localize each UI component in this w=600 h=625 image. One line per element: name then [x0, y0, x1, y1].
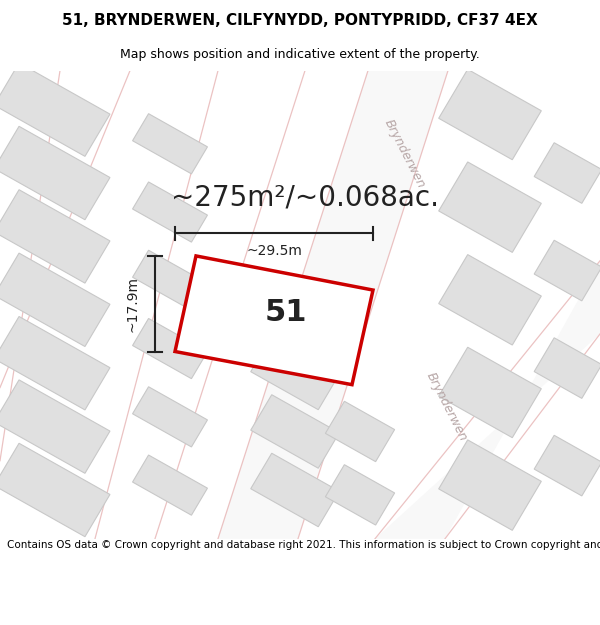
Polygon shape: [251, 453, 339, 527]
Polygon shape: [439, 440, 541, 531]
Polygon shape: [439, 162, 541, 252]
Polygon shape: [251, 395, 339, 468]
Polygon shape: [133, 114, 208, 174]
Polygon shape: [0, 380, 110, 473]
Polygon shape: [133, 319, 208, 379]
Polygon shape: [0, 190, 110, 283]
Polygon shape: [133, 182, 208, 242]
Polygon shape: [439, 254, 541, 345]
Text: ~17.9m: ~17.9m: [126, 276, 140, 332]
Text: ~29.5m: ~29.5m: [246, 244, 302, 258]
Polygon shape: [0, 63, 110, 156]
Polygon shape: [0, 126, 110, 220]
Polygon shape: [133, 387, 208, 447]
Text: 51, BRYNDERWEN, CILFYNYDD, PONTYPRIDD, CF37 4EX: 51, BRYNDERWEN, CILFYNYDD, PONTYPRIDD, C…: [62, 12, 538, 28]
Polygon shape: [218, 71, 448, 539]
Polygon shape: [0, 253, 110, 346]
Text: Brynderwen: Brynderwen: [424, 371, 470, 444]
Polygon shape: [133, 455, 208, 515]
Polygon shape: [325, 401, 395, 462]
Polygon shape: [534, 142, 600, 203]
Text: ~275m²/~0.068ac.: ~275m²/~0.068ac.: [171, 183, 439, 211]
Text: Brynderwen: Brynderwen: [382, 117, 428, 190]
Polygon shape: [439, 348, 541, 438]
Polygon shape: [175, 256, 373, 384]
Polygon shape: [0, 443, 110, 537]
Polygon shape: [0, 316, 110, 410]
Polygon shape: [251, 336, 339, 410]
Polygon shape: [325, 464, 395, 525]
Text: Map shows position and indicative extent of the property.: Map shows position and indicative extent…: [120, 48, 480, 61]
Polygon shape: [534, 240, 600, 301]
Polygon shape: [375, 261, 600, 539]
Polygon shape: [534, 435, 600, 496]
Polygon shape: [439, 69, 541, 160]
Text: 51: 51: [265, 298, 307, 328]
Polygon shape: [133, 250, 208, 311]
Text: Contains OS data © Crown copyright and database right 2021. This information is : Contains OS data © Crown copyright and d…: [7, 540, 600, 550]
Polygon shape: [534, 338, 600, 398]
